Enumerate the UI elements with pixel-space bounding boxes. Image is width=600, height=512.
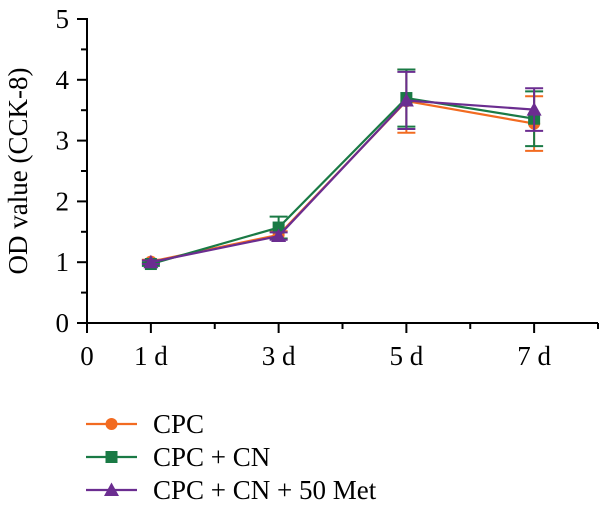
x-tick-label: 3 d xyxy=(262,341,296,371)
y-tick-label: 1 xyxy=(56,247,70,277)
series-layer xyxy=(141,68,544,271)
legend-label: CPC + CN + 50 Met xyxy=(153,475,377,505)
legend-label: CPC xyxy=(153,409,204,439)
legend-item-3: CPC + CN + 50 Met xyxy=(86,475,377,505)
series-3 xyxy=(141,70,544,269)
legend-item-2: CPC + CN xyxy=(86,442,270,472)
series-line xyxy=(150,99,535,264)
data-point xyxy=(272,221,285,234)
series-line xyxy=(150,96,535,266)
data-point xyxy=(526,102,542,116)
data-point xyxy=(398,92,414,107)
y-tick-label: 0 xyxy=(56,308,70,338)
series-line xyxy=(150,99,535,263)
y-tick-label: 5 xyxy=(56,4,70,34)
x-tick-label: 7 d xyxy=(517,341,551,371)
y-tick-label: 2 xyxy=(56,186,70,216)
y-tick-label: 3 xyxy=(56,126,70,156)
x-tick-label: 5 d xyxy=(390,341,424,371)
legend-marker xyxy=(105,451,118,463)
x-origin-label: 0 xyxy=(80,341,94,371)
data-point xyxy=(143,254,159,269)
legend-item-1: CPC xyxy=(86,409,204,439)
y-axis-title: OD value (CCK-8) xyxy=(3,68,33,275)
legend-marker xyxy=(104,482,119,496)
legend-marker xyxy=(105,418,118,430)
x-tick-label: 1 d xyxy=(134,341,168,371)
data-point xyxy=(271,228,287,243)
y-tick-label: 4 xyxy=(56,65,70,95)
legend-label: CPC + CN xyxy=(153,442,270,472)
axes-layer: 0 1 2 3 4 5 1 d 3 d 5 d 7 d 0 OD value (CCK-8) xyxy=(3,4,599,371)
